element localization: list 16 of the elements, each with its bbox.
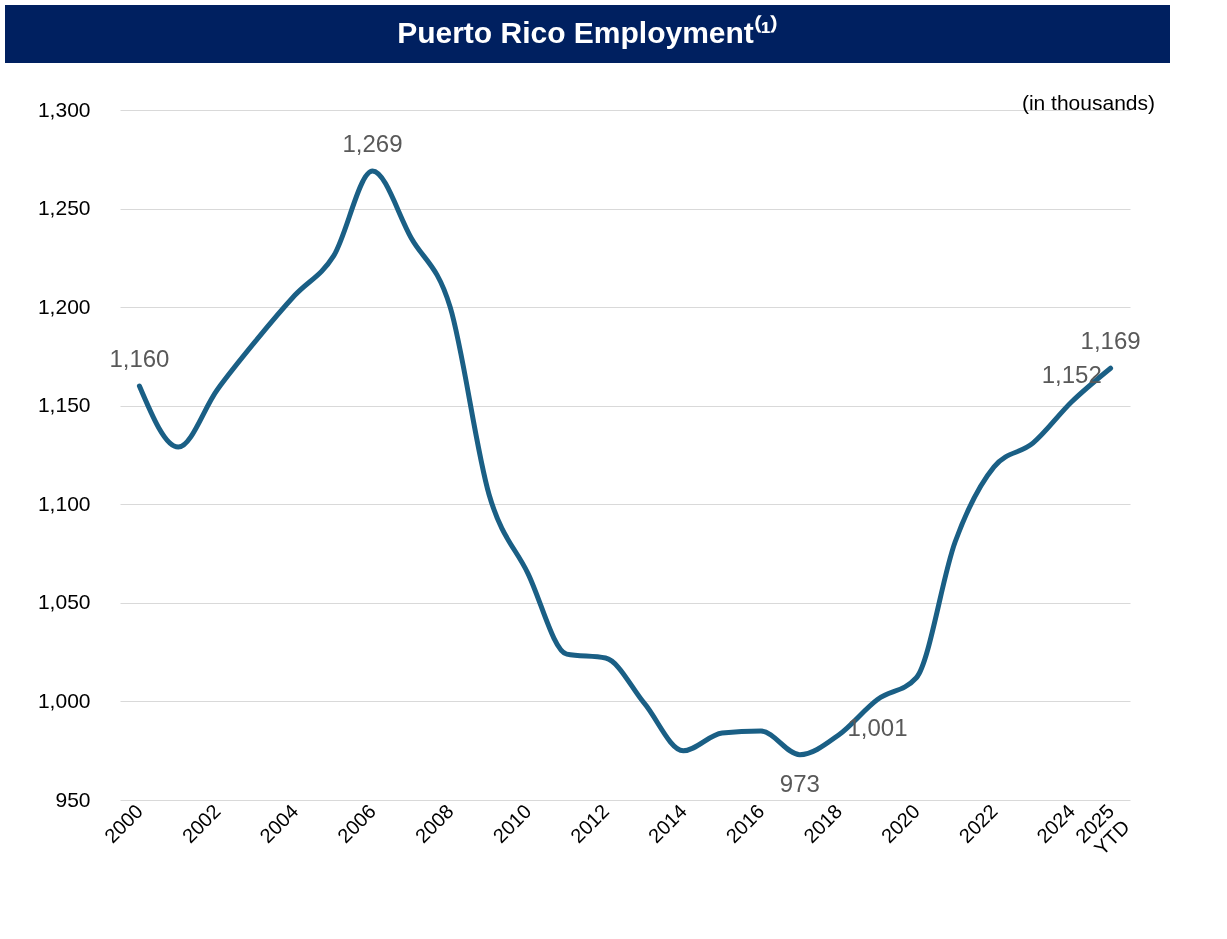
chart-title: Puerto Rico Employment⁽¹⁾ [397,15,778,49]
y-tick-label: 1,200 [37,294,91,318]
y-tick-label: 1,300 [37,97,91,121]
y-tick-label: 1,250 [37,196,91,220]
data-label: 1,269 [342,130,403,158]
y-tick-label: 1,150 [37,393,91,417]
data-label: 1,152 [1041,360,1102,388]
y-tick-label: 950 [55,787,91,811]
data-label: 1,001 [847,714,908,742]
data-label: 1,169 [1080,327,1141,355]
data-label: 1,160 [109,345,170,372]
y-tick-label: 1,100 [37,491,91,515]
y-tick-label: 1,050 [37,590,91,614]
annotation: (in thousands) [1021,91,1155,114]
y-tick-label: 1,000 [37,688,91,712]
data-label: 973 [779,769,820,797]
